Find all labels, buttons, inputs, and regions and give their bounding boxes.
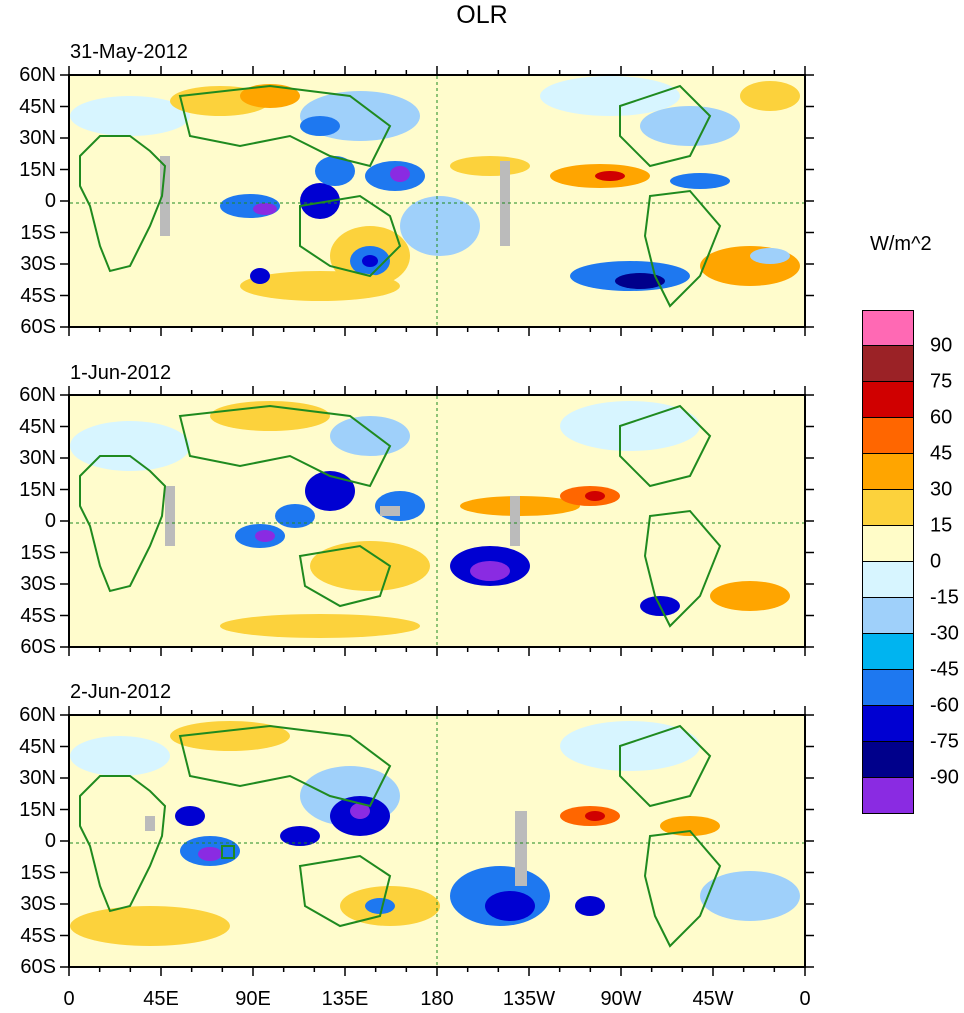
lat-label: 60S xyxy=(20,956,56,978)
colorbar-swatch xyxy=(862,742,914,778)
colorbar-label: 75 xyxy=(930,370,953,393)
panel-2-map-svg xyxy=(70,396,804,646)
panel-2-map xyxy=(68,394,806,648)
colorbar-swatch xyxy=(862,706,914,742)
colorbar-swatch xyxy=(862,418,914,454)
panel-2-date: 1-Jun-2012 xyxy=(70,362,172,384)
panel-1-map xyxy=(68,74,806,328)
colorbar-label: 15 xyxy=(930,514,953,537)
lon-label: 135E xyxy=(321,988,369,1010)
lon-label: 90E xyxy=(235,988,271,1010)
colorbar-label: -90 xyxy=(930,766,959,789)
lat-label: 30S xyxy=(20,573,56,595)
colorbar-swatch xyxy=(862,562,914,598)
lon-label: 90W xyxy=(600,988,642,1010)
lat-label: 30S xyxy=(20,893,56,915)
lat-label: 45N xyxy=(19,415,56,438)
panel-2-anomalies xyxy=(70,401,790,638)
colorbar-swatch xyxy=(862,598,914,634)
lat-label: 0 xyxy=(44,190,56,212)
lat-label: 15N xyxy=(19,158,56,181)
lat-label: 45S xyxy=(20,924,56,947)
lat-label: 15N xyxy=(19,798,56,821)
colorbar-swatch xyxy=(862,310,914,346)
lat-label: 60N xyxy=(19,704,56,726)
panel-1-map-svg xyxy=(70,76,804,326)
lat-label: 30N xyxy=(19,447,56,469)
colorbar-swatch xyxy=(862,490,914,526)
lat-label: 60S xyxy=(20,316,56,338)
panel-3-coastlines xyxy=(79,724,722,948)
colorbar-swatch xyxy=(862,778,914,814)
panel-3-map-svg xyxy=(70,716,804,966)
lat-label: 15S xyxy=(20,541,56,564)
lon-label: 45E xyxy=(143,988,179,1010)
lat-label: 45N xyxy=(19,95,56,118)
lat-label: 45S xyxy=(20,604,56,627)
colorbar-swatch xyxy=(862,670,914,706)
colorbar-label: -75 xyxy=(930,730,959,753)
panel-3-anomalies xyxy=(70,721,800,946)
panel-2-missing-data xyxy=(165,486,520,546)
lon-label: 180 xyxy=(420,988,454,1010)
lon-label: 45W xyxy=(692,988,734,1010)
lat-label: 60S xyxy=(20,636,56,658)
colorbar-units: W/m^2 xyxy=(870,233,932,255)
panel-1-coastlines xyxy=(79,84,722,308)
panel-3-map xyxy=(68,714,806,968)
colorbar-swatch xyxy=(862,634,914,670)
panel-3-date: 2-Jun-2012 xyxy=(70,681,172,703)
colorbar-swatch xyxy=(862,382,914,418)
colorbar-label: -45 xyxy=(930,658,959,681)
lat-label: 60N xyxy=(19,64,56,86)
lon-label: 0 xyxy=(63,988,75,1010)
colorbar-label: 60 xyxy=(930,406,953,429)
lat-label: 45N xyxy=(19,735,56,758)
colorbar-swatch xyxy=(862,346,914,382)
lat-label: 30N xyxy=(19,127,56,149)
lat-label: 0 xyxy=(44,830,56,852)
lat-label: 45S xyxy=(20,284,56,307)
lon-label: 135W xyxy=(502,988,556,1010)
colorbar-label: 0 xyxy=(930,550,942,573)
colorbar-label: -30 xyxy=(930,622,959,645)
colorbar-swatch xyxy=(862,526,914,562)
panel-1-date: 31-May-2012 xyxy=(70,41,188,63)
lat-label: 30N xyxy=(19,767,56,789)
colorbar-swatch xyxy=(862,454,914,490)
colorbar-label: -15 xyxy=(930,586,959,609)
lat-label: 15N xyxy=(19,478,56,501)
colorbar-label: 30 xyxy=(930,478,953,501)
colorbar-label: 45 xyxy=(930,442,953,465)
lon-label: 0 xyxy=(799,988,811,1010)
lat-label: 30S xyxy=(20,253,56,275)
lat-label: 15S xyxy=(20,221,56,244)
lat-label: 15S xyxy=(20,861,56,884)
colorbar-label: -60 xyxy=(930,694,959,717)
figure-title: OLR xyxy=(456,1,508,29)
panel-2-coastlines xyxy=(79,404,722,628)
panel-3-missing-data xyxy=(145,811,527,886)
lat-label: 60N xyxy=(19,384,56,406)
lat-label: 0 xyxy=(44,510,56,532)
colorbar xyxy=(862,310,914,814)
colorbar-label: 90 xyxy=(930,334,953,357)
